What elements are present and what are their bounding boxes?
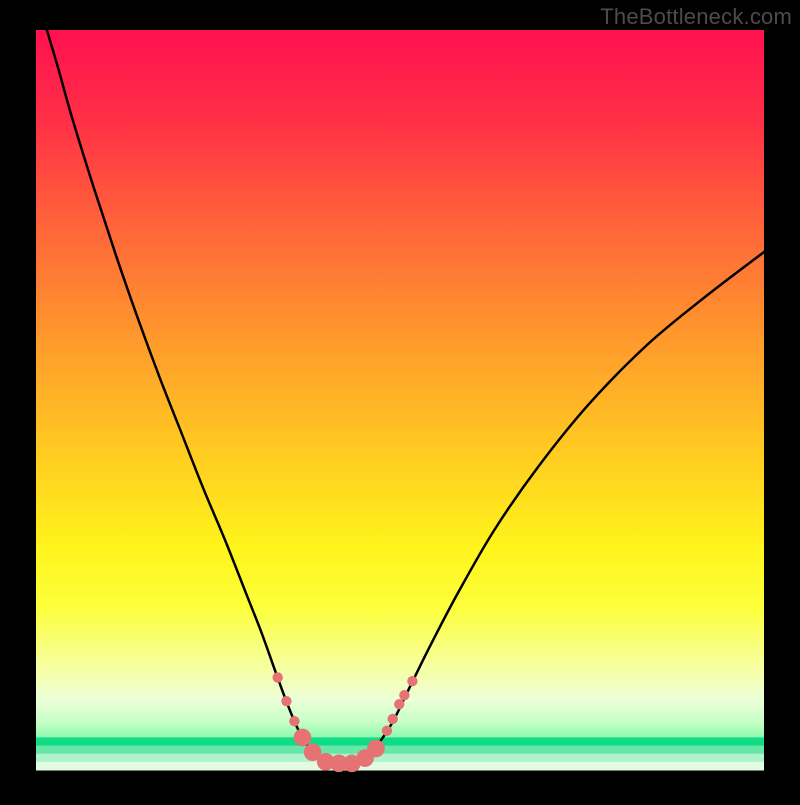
bottom-stripe [36,746,764,755]
data-marker [294,729,312,747]
bottom-stripe [36,754,764,763]
data-marker [289,716,299,726]
gradient-panel [36,30,764,770]
data-marker [382,726,392,736]
bottom-stripes [36,737,764,770]
bottleneck-chart [0,0,800,800]
watermark-text: TheBottleneck.com [600,4,792,30]
data-marker [388,714,398,724]
data-marker [367,740,385,758]
data-marker [399,690,409,700]
bottom-stripe [36,737,764,746]
data-marker [273,672,283,682]
bottom-stripe [36,762,764,771]
data-marker [407,676,417,686]
data-marker [281,696,291,706]
data-marker [394,699,404,709]
stage: TheBottleneck.com [0,0,800,800]
